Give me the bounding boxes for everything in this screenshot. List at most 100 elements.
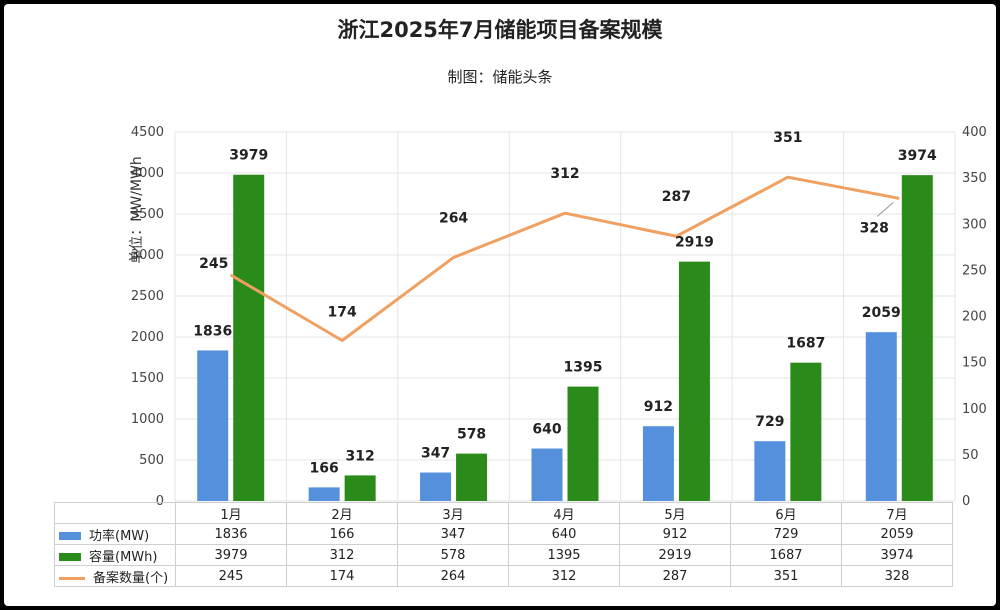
power-bar <box>754 441 786 501</box>
table-cell: 729 <box>730 523 842 545</box>
right-axis: 0 50 100 150 200 250 300 350 400 <box>962 125 987 509</box>
right-tick-label: 350 <box>962 171 987 186</box>
table-header-row: 1月 2月 3月 4月 5月 6月 7月 <box>54 502 953 524</box>
table-header-cell: 2月 <box>286 502 398 524</box>
left-tick-label: 3500 <box>131 207 164 222</box>
count-data-label: 312 <box>550 166 579 182</box>
capacity-data-label: 312 <box>346 448 375 464</box>
power-data-label: 729 <box>755 414 784 430</box>
power-data-label: 640 <box>532 422 561 438</box>
count-data-label: 174 <box>328 304 357 320</box>
right-tick-label: 250 <box>962 263 987 278</box>
legend-power-label: 功率(MW) <box>89 528 150 544</box>
right-tick-label: 0 <box>962 494 970 509</box>
right-tick-label: 150 <box>962 356 987 371</box>
left-tick-label: 3000 <box>131 248 164 263</box>
count-line-path <box>229 175 900 342</box>
capacity-bar <box>233 174 265 502</box>
table-cell: 328 <box>841 565 953 587</box>
table-cell: 2919 <box>619 544 731 566</box>
bars <box>197 174 933 502</box>
table-cell: 578 <box>397 544 509 566</box>
power-data-label: 1836 <box>193 323 232 339</box>
power-data-label: 912 <box>644 399 673 415</box>
table-header-cell: 3月 <box>397 502 509 524</box>
right-tick-label: 400 <box>962 125 987 140</box>
grid-lines <box>174 131 956 502</box>
legend-count: 备案数量(个) <box>54 565 176 587</box>
capacity-data-label: 578 <box>457 427 486 443</box>
capacity-bar <box>567 386 599 501</box>
table-row-power: 功率(MW) 1836 166 347 640 912 729 2059 <box>54 523 953 545</box>
table-cell: 3979 <box>175 544 287 566</box>
power-bar <box>420 472 452 501</box>
legend-count-swatch <box>59 576 85 580</box>
table-cell: 174 <box>286 565 398 587</box>
legend-capacity-swatch <box>59 553 81 561</box>
table-header-cell: 7月 <box>841 502 953 524</box>
capacity-bar <box>790 362 822 501</box>
capacity-data-label: 1687 <box>786 336 825 352</box>
power-data-label: 2059 <box>862 305 901 321</box>
capacity-bar <box>344 475 376 501</box>
y-axis-label: 单位：MW/MWh <box>129 156 145 263</box>
power-bar <box>197 350 229 501</box>
count-data-label: 245 <box>199 256 228 272</box>
table-cell: 2059 <box>841 523 953 545</box>
table-header-cell: 6月 <box>730 502 842 524</box>
table-cell: 287 <box>619 565 731 587</box>
power-data-label: 347 <box>421 446 450 462</box>
count-data-label: 264 <box>439 210 468 226</box>
capacity-data-label: 2919 <box>675 235 714 251</box>
right-tick-label: 200 <box>962 310 987 325</box>
capacity-data-label: 3974 <box>898 148 937 164</box>
chart-title: 浙江2025年7月储能项目备案规模 <box>337 18 663 42</box>
table-header-cell: 1月 <box>175 502 287 524</box>
table-header-cell: 4月 <box>508 502 620 524</box>
legend-power-swatch <box>59 532 81 540</box>
left-tick-label: 2500 <box>131 289 164 304</box>
legend-capacity: 容量(MWh) <box>54 544 176 566</box>
count-data-label: 351 <box>773 130 802 146</box>
capacity-data-label: 1395 <box>564 360 603 376</box>
chart-subtitle: 制图：储能头条 <box>447 68 553 86</box>
table-cell: 1395 <box>508 544 620 566</box>
capacity-bar <box>901 175 933 501</box>
left-tick-label: 2000 <box>131 330 164 345</box>
power-bar <box>642 426 674 501</box>
capacity-bar <box>678 261 710 501</box>
power-bar <box>308 487 340 501</box>
legend-capacity-label: 容量(MWh) <box>89 549 158 565</box>
left-tick-label: 4000 <box>131 166 164 181</box>
table-cell: 347 <box>397 523 509 545</box>
right-tick-label: 50 <box>962 448 979 463</box>
right-tick-label: 300 <box>962 217 987 232</box>
table-corner <box>54 502 176 524</box>
count-line <box>229 175 900 342</box>
table-cell: 640 <box>508 523 620 545</box>
power-data-label: 166 <box>310 460 339 476</box>
left-tick-label: 1500 <box>131 371 164 386</box>
table-cell: 1687 <box>730 544 842 566</box>
table-row-capacity: 容量(MWh) 3979 312 578 1395 2919 1687 3974 <box>54 544 953 566</box>
table-row-count: 备案数量(个) 245 174 264 312 287 351 328 <box>54 565 953 587</box>
left-tick-label: 0 <box>156 494 164 509</box>
table-cell: 264 <box>397 565 509 587</box>
left-tick-label: 500 <box>139 453 164 468</box>
table-cell: 312 <box>508 565 620 587</box>
legend-power: 功率(MW) <box>54 523 176 545</box>
left-tick-label: 4500 <box>131 125 164 140</box>
table-cell: 351 <box>730 565 842 587</box>
right-tick-label: 100 <box>962 402 987 417</box>
table-cell: 312 <box>286 544 398 566</box>
table-cell: 166 <box>286 523 398 545</box>
table-cell: 1836 <box>175 523 287 545</box>
table-cell: 245 <box>175 565 287 587</box>
legend-count-label: 备案数量(个) <box>93 570 169 586</box>
table-cell: 912 <box>619 523 731 545</box>
capacity-data-label: 3979 <box>229 148 268 164</box>
left-axis: 0 500 1000 1500 2000 2500 3000 3500 4000 4500 <box>131 125 164 509</box>
leader-line <box>876 202 894 217</box>
capacity-bar <box>456 453 488 501</box>
